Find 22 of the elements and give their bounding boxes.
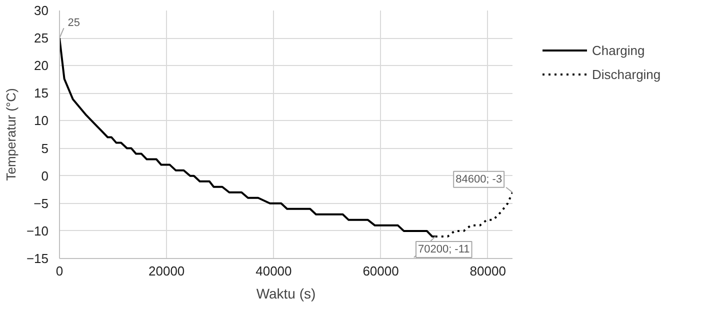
y-tick-label: 0 bbox=[41, 168, 49, 184]
annotation: 25 bbox=[68, 17, 80, 30]
y-tick-label: −15 bbox=[26, 251, 49, 266]
x-tick-label: 60000 bbox=[362, 264, 399, 278]
x-axis-title: Waktu (s) bbox=[256, 286, 316, 302]
y-tick-label: −10 bbox=[26, 223, 49, 238]
y-tick-label: 30 bbox=[34, 3, 49, 18]
y-tick-label: 20 bbox=[34, 58, 49, 74]
y-axis-title: Temperatur (°C) bbox=[3, 88, 18, 181]
legend-label: Charging bbox=[592, 42, 645, 58]
y-tick-label: 25 bbox=[34, 30, 49, 46]
x-tick-label: 20000 bbox=[148, 264, 185, 278]
legend-label: Discharging bbox=[592, 66, 661, 82]
x-tick-label: 0 bbox=[56, 264, 64, 278]
annotation: 70200; -11 bbox=[418, 244, 470, 256]
y-tick-label: 15 bbox=[34, 86, 49, 101]
x-tick-label: 80000 bbox=[470, 264, 506, 278]
y-tick-label: 10 bbox=[34, 113, 49, 128]
y-tick-label: −5 bbox=[34, 196, 49, 211]
y-tick-label: 5 bbox=[41, 140, 49, 156]
x-tick-label: 40000 bbox=[256, 264, 292, 278]
annotation: 84600; -3 bbox=[456, 173, 502, 186]
